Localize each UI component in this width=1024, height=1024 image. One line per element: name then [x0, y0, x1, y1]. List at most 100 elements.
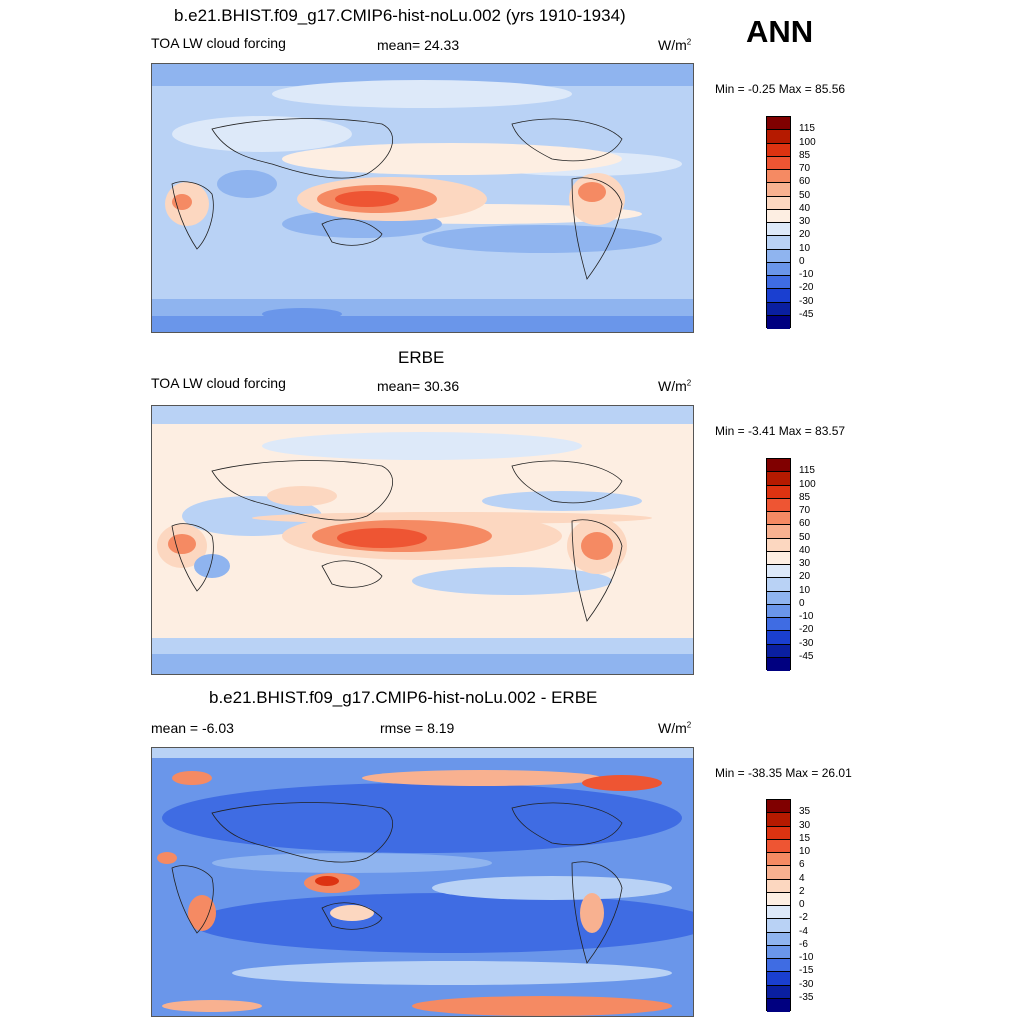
colorbar-segment — [767, 826, 790, 840]
colorbar-segment — [767, 919, 790, 933]
panel2-field-label: TOA LW cloud forcing — [151, 375, 286, 391]
colorbar-segment — [767, 170, 790, 184]
colorbar-segment — [767, 472, 790, 486]
colorbar-segment — [767, 945, 790, 959]
colorbar-segment — [767, 565, 790, 579]
panel2-title: ERBE — [398, 348, 445, 367]
colorbar-segment — [767, 302, 790, 316]
colorbar-tick-label: 4 — [799, 872, 805, 884]
panel3-units-label: W/m2 — [658, 720, 692, 736]
colorbar-segment — [767, 813, 790, 827]
colorbar-tick-label: -20 — [799, 624, 814, 636]
colorbar-segment — [767, 249, 790, 263]
panel3-colorbar — [766, 799, 791, 1012]
colorbar-tick-label: -6 — [799, 938, 808, 950]
colorbar-segment — [767, 459, 790, 473]
colorbar-tick-label: 10 — [799, 242, 811, 254]
colorbar-tick-label: 70 — [799, 505, 811, 516]
colorbar-segment — [767, 156, 790, 170]
colorbar-segment — [767, 223, 790, 237]
colorbar-tick-label: -10 — [799, 952, 814, 963]
colorbar-tick-label: 30 — [799, 558, 811, 569]
colorbar-tick-label: 100 — [799, 478, 816, 490]
colorbar-tick-label: 85 — [799, 491, 811, 503]
panel1-mean-label: mean= 24.33 — [377, 37, 460, 53]
colorbar-tick-label: 115 — [799, 465, 815, 477]
colorbar-segment — [767, 839, 790, 853]
colorbar-segment — [767, 315, 790, 329]
colorbar-tick-label: -30 — [799, 637, 814, 649]
colorbar-segment — [767, 578, 790, 592]
panel1-minmax: Min = -0.25 Max = 85.56 — [715, 82, 846, 96]
panel1-title: b.e21.BHIST.f09_g17.CMIP6-hist-noLu.002 … — [174, 6, 626, 25]
colorbar-tick-label: 10 — [799, 584, 811, 596]
colorbar-segment — [767, 209, 790, 223]
panel2-colorbar — [766, 458, 791, 671]
colorbar-segment — [767, 657, 790, 671]
colorbar-tick-label: -4 — [799, 925, 808, 937]
colorbar-segment — [767, 183, 790, 197]
colorbar-tick-label: 30 — [799, 819, 811, 831]
colorbar-tick-label: 0 — [799, 899, 805, 910]
colorbar-tick-label: 2 — [799, 885, 805, 897]
colorbar-tick-label: 0 — [799, 597, 805, 609]
colorbar-tick-label: -15 — [799, 965, 814, 977]
colorbar-segment — [767, 644, 790, 658]
colorbar-tick-label: 30 — [799, 216, 811, 227]
colorbar-tick-label: 15 — [799, 832, 811, 844]
colorbar-segment — [767, 604, 790, 618]
colorbar-tick-label: -30 — [799, 978, 814, 990]
colorbar-segment — [767, 985, 790, 999]
colorbar-segment — [767, 538, 790, 552]
colorbar-tick-label: 100 — [799, 136, 816, 148]
colorbar-segment — [767, 800, 790, 814]
colorbar-tick-label: 60 — [799, 176, 811, 188]
panel2-minmax: Min = -3.41 Max = 83.57 — [715, 424, 846, 438]
colorbar-segment — [767, 262, 790, 276]
colorbar-segment — [767, 289, 790, 303]
panel3-mean-label: mean = -6.03 — [151, 720, 234, 736]
colorbar-segment — [767, 853, 790, 867]
colorbar-segment — [767, 631, 790, 645]
panel1-field-label: TOA LW cloud forcing — [151, 35, 286, 51]
colorbar-segment — [767, 196, 790, 210]
colorbar-segment — [767, 866, 790, 880]
colorbar-segment — [767, 143, 790, 157]
colorbar-segment — [767, 236, 790, 250]
colorbar-tick-label: 115 — [799, 123, 815, 135]
colorbar-segment — [767, 972, 790, 986]
colorbar-segment — [767, 998, 790, 1012]
colorbar-segment — [767, 117, 790, 131]
colorbar-segment — [767, 485, 790, 499]
colorbar-tick-label: 50 — [799, 531, 811, 543]
colorbar-tick-label: -30 — [799, 295, 814, 307]
colorbar-tick-label: 60 — [799, 518, 811, 530]
colorbar-segment — [767, 959, 790, 973]
panel1-map — [151, 63, 694, 333]
colorbar-tick-label: 20 — [799, 229, 811, 241]
colorbar-segment — [767, 932, 790, 946]
colorbar-tick-label: 50 — [799, 189, 811, 201]
colorbar-segment — [767, 276, 790, 290]
colorbar-segment — [767, 130, 790, 144]
colorbar-tick-label: 6 — [799, 859, 805, 871]
colorbar-tick-label: 20 — [799, 571, 811, 583]
panel2-units-label: W/m2 — [658, 378, 692, 394]
colorbar-tick-label: 70 — [799, 163, 811, 174]
colorbar-segment — [767, 551, 790, 565]
colorbar-tick-label: -10 — [799, 611, 814, 622]
colorbar-segment — [767, 879, 790, 893]
colorbar-segment — [767, 525, 790, 539]
colorbar-tick-label: -2 — [799, 912, 808, 924]
colorbar-segment — [767, 498, 790, 512]
colorbar-tick-label: 10 — [799, 846, 811, 857]
panel3-title: b.e21.BHIST.f09_g17.CMIP6-hist-noLu.002 … — [209, 688, 598, 707]
panel1-units-label: W/m2 — [658, 37, 692, 53]
colorbar-segment — [767, 591, 790, 605]
colorbar-tick-label: -35 — [799, 991, 814, 1003]
panel3-rmse-label: rmse = 8.19 — [380, 720, 455, 736]
colorbar-segment — [767, 512, 790, 526]
season-label: ANN — [746, 14, 814, 49]
colorbar-tick-label: 40 — [799, 544, 811, 556]
colorbar-tick-label: -45 — [799, 308, 814, 320]
